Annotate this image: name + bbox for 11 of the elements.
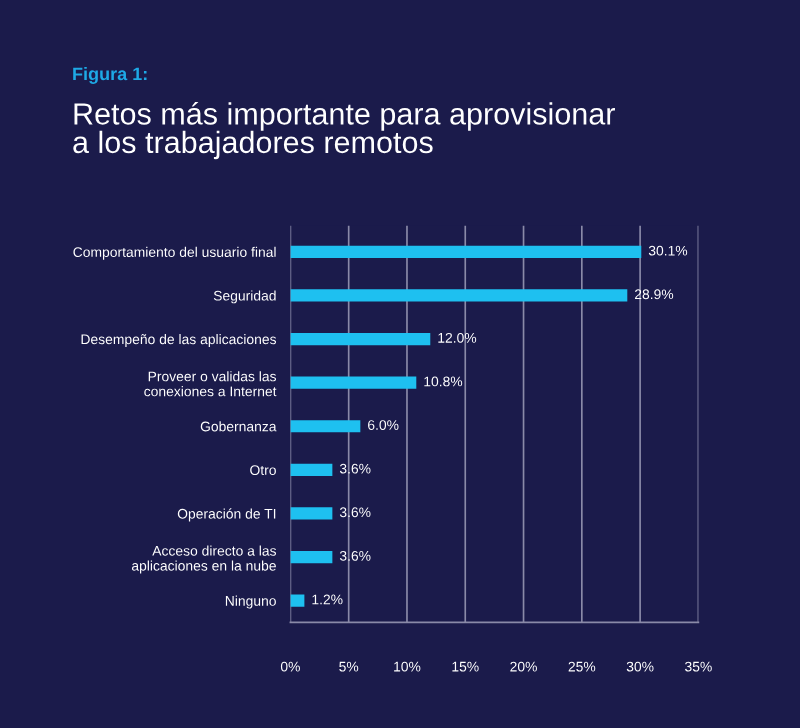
bar — [290, 376, 417, 389]
bar — [290, 245, 642, 258]
bar — [290, 332, 431, 346]
bar — [290, 550, 333, 564]
bar — [290, 507, 333, 520]
chart-subtitle: Retos más importante para aprovisionar a los trabajadores remotos — [73, 101, 615, 160]
text: Figura 1: — [73, 67, 147, 84]
bar — [290, 463, 333, 476]
bar — [290, 594, 305, 607]
bar — [290, 420, 361, 433]
bar — [290, 289, 628, 302]
